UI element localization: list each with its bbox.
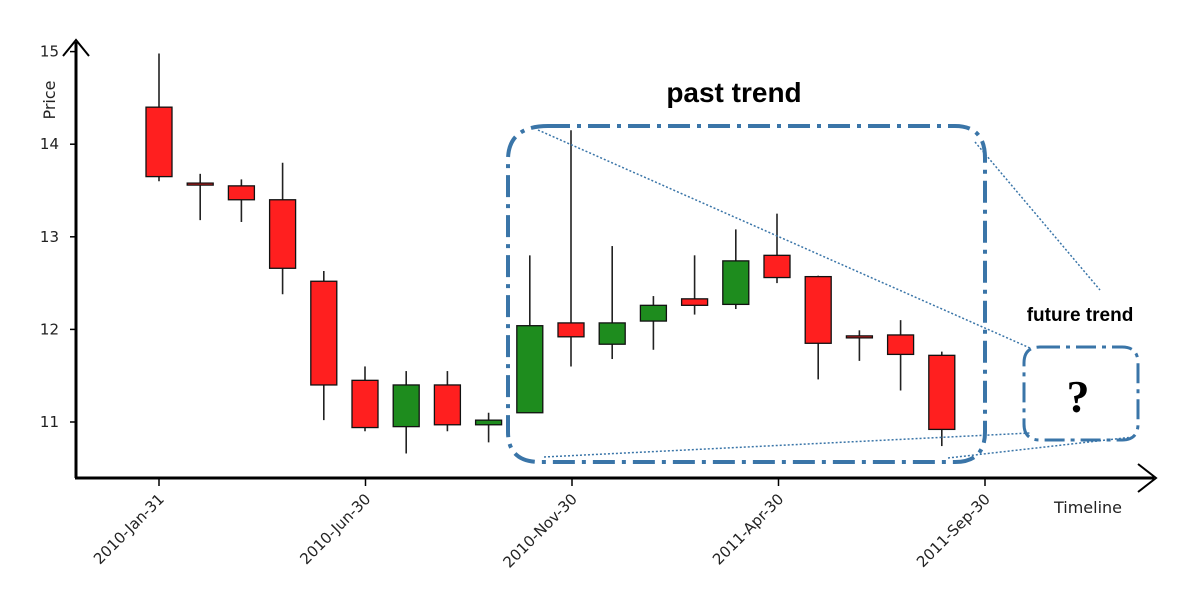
past-trend-label: past trend (666, 77, 801, 108)
candle (268, 162, 297, 295)
candle-body (598, 322, 626, 345)
y-tick-label: 15 (40, 43, 59, 61)
candle-body (268, 199, 297, 269)
candle-body (186, 182, 214, 186)
candle (928, 351, 956, 447)
x-tick-label: 2010-Nov-30 (500, 490, 581, 571)
x-axis-title: Timeline (1053, 498, 1122, 517)
candle (680, 255, 709, 315)
future-trend-label: future trend (1027, 305, 1134, 326)
y-ticks: 11 12 13 14 15 (40, 43, 76, 431)
future-trend-frame: future trend ? (1022, 305, 1140, 442)
candle (433, 371, 462, 432)
y-tick-label: 13 (40, 228, 59, 246)
candle-body (763, 254, 791, 279)
x-axis-arrow (1137, 463, 1158, 493)
candle (722, 229, 750, 310)
candle-body (310, 280, 338, 386)
candle-body (145, 106, 173, 178)
candle (639, 296, 668, 350)
candle-body (804, 275, 832, 344)
candle (310, 271, 338, 421)
x-tick-label: 2011-Sep-30 (913, 490, 994, 571)
future-trend-box (1022, 345, 1140, 442)
candle-body (557, 322, 585, 338)
candles (145, 53, 956, 454)
y-axis-arrow (62, 38, 90, 57)
candle (598, 246, 626, 360)
candle (886, 320, 915, 391)
projection-line-bottom (543, 432, 1031, 458)
y-tick-label: 12 (40, 320, 59, 338)
projection-line-corner-top (974, 141, 1101, 291)
x-tick-label: 2011-Apr-30 (709, 490, 787, 568)
unknown-mark: ? (1067, 371, 1090, 422)
x-tick-label: 2010-Jan-31 (90, 490, 168, 568)
candle (804, 275, 832, 380)
candle-body (433, 384, 462, 426)
past-trend-box (506, 124, 987, 464)
y-axis-title: Price (40, 80, 59, 119)
candle (557, 130, 585, 367)
candle-body (474, 419, 503, 426)
candle (474, 412, 503, 443)
y-tick-label: 11 (40, 413, 59, 431)
projection-line-top (537, 129, 1031, 349)
candle (845, 330, 874, 361)
candle-body (392, 384, 420, 428)
candle-body (639, 304, 668, 322)
candle (516, 255, 544, 414)
candle (392, 371, 420, 454)
candle (351, 366, 379, 432)
candle-body (928, 354, 956, 431)
candle-body (351, 379, 379, 429)
projection-line-corner-bottom (947, 436, 1134, 459)
candle-body (886, 334, 915, 356)
y-tick-label: 14 (40, 135, 59, 153)
candle-body (516, 325, 544, 414)
candle-body (722, 260, 750, 306)
candle (186, 173, 214, 221)
candle-body (227, 185, 256, 201)
axes (62, 38, 1158, 493)
candle (227, 179, 256, 222)
past-trend-frame: past trend (506, 77, 987, 464)
x-tick-label: 2010-Jun-30 (296, 490, 374, 568)
candle (145, 53, 173, 182)
x-ticks: 2010-Jan-31 2010-Jun-30 2010-Nov-30 2011-Ap… (90, 478, 994, 571)
candle-body (680, 298, 709, 306)
projection-lines (537, 129, 1134, 459)
candle-body (845, 335, 874, 339)
candle (763, 213, 791, 284)
